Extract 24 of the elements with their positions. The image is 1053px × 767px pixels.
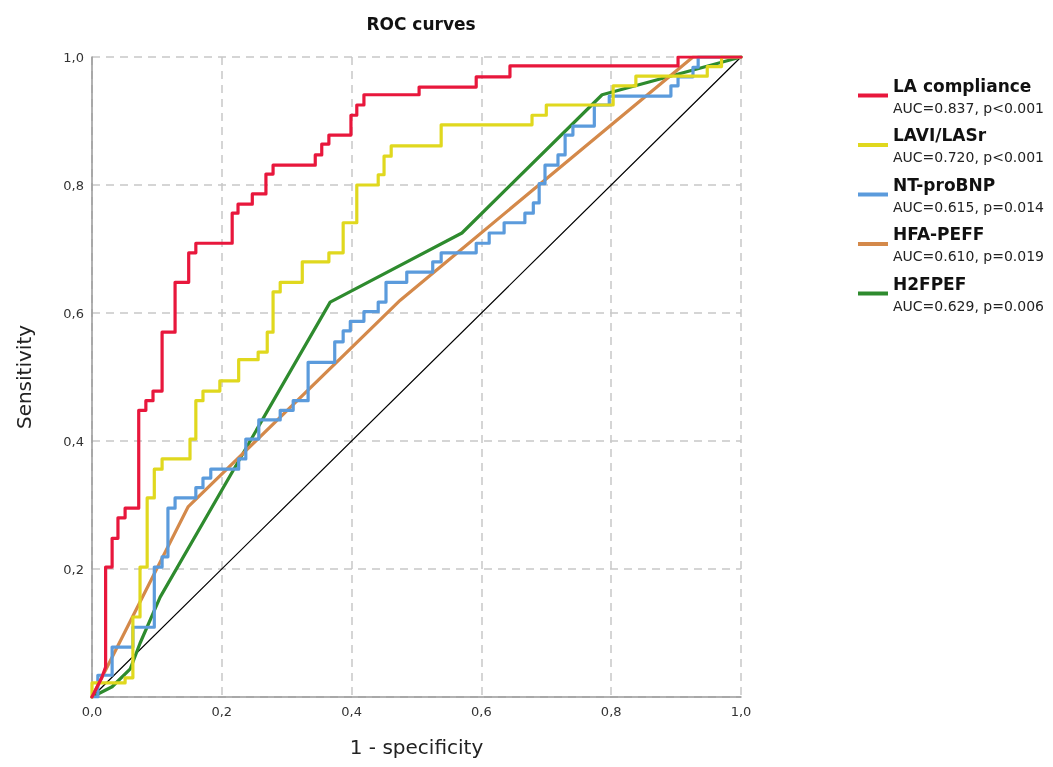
text: AUC=0.837, p<0.001 [892,99,1045,116]
legend-label: LAVI/LASr [892,125,987,145]
chart-title: ROC curves [366,13,476,34]
y-axis-title: Sensitivity [12,324,36,430]
y-tick-label: 1,0 [63,49,84,65]
legend-label: H2FPEF [892,273,967,294]
legend-label: NT-proBNP [892,174,996,195]
text: AUC=0.615, p=0.014 [892,198,1045,215]
y-tick-label: 0,8 [63,177,84,193]
y-tick-label: 0,4 [63,433,84,449]
x-tick-label: 0,2 [211,704,233,719]
text: AUC=0.610, p=0.019 [892,248,1045,264]
legend-label: LA compliance [892,75,1032,96]
x-tick-label: 0,4 [341,704,362,719]
x-axis-title: 1 - specificity [349,735,484,759]
text: AUC=0.720, p<0.001 [892,149,1045,165]
x-tick-label: 0,0 [81,704,103,719]
y-tick-label: 0,6 [63,305,84,321]
x-tick-label: 0,6 [471,704,492,719]
x-tick-label: 1,0 [730,704,752,719]
y-tick-label: 0,2 [63,561,84,577]
x-tick-label: 0,8 [600,704,622,719]
text: AUC=0.629, p=0.006 [892,297,1045,314]
legend-label: HFA-PEFF [892,224,985,244]
